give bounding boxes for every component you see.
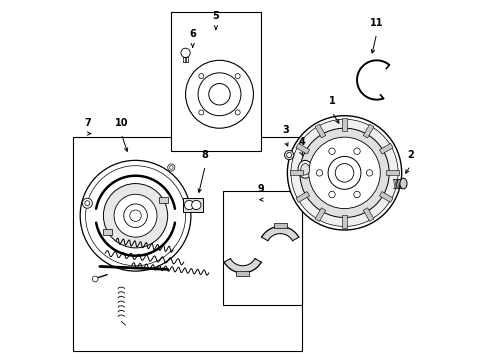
Circle shape (167, 164, 175, 171)
Ellipse shape (298, 160, 312, 178)
Circle shape (284, 150, 293, 159)
Circle shape (208, 84, 230, 105)
Circle shape (84, 201, 90, 206)
Text: 2: 2 (407, 150, 413, 160)
Text: 10: 10 (114, 118, 128, 128)
Circle shape (80, 160, 190, 271)
Circle shape (353, 191, 360, 198)
Polygon shape (295, 143, 309, 154)
Circle shape (353, 148, 360, 154)
Bar (103, 229, 112, 235)
Bar (236, 271, 248, 276)
Bar (159, 197, 167, 203)
Circle shape (185, 60, 253, 128)
Circle shape (82, 198, 92, 208)
Circle shape (316, 170, 322, 176)
Polygon shape (261, 226, 298, 241)
Circle shape (199, 73, 203, 78)
Ellipse shape (300, 163, 309, 175)
Polygon shape (295, 192, 309, 202)
Ellipse shape (399, 178, 406, 189)
Circle shape (199, 110, 203, 115)
Polygon shape (363, 208, 373, 221)
Circle shape (235, 73, 240, 78)
Circle shape (327, 157, 360, 189)
Polygon shape (314, 124, 325, 138)
Text: 6: 6 (189, 28, 196, 39)
Text: 8: 8 (202, 150, 208, 160)
Circle shape (191, 201, 201, 210)
Circle shape (299, 128, 388, 217)
Text: 11: 11 (369, 18, 383, 28)
Circle shape (328, 148, 335, 154)
Circle shape (92, 276, 98, 282)
Circle shape (181, 48, 190, 58)
Bar (171, 12, 260, 152)
Text: 1: 1 (328, 96, 335, 107)
Circle shape (123, 204, 147, 228)
Text: 9: 9 (257, 184, 264, 194)
Circle shape (335, 163, 353, 182)
Circle shape (235, 110, 240, 115)
Circle shape (130, 210, 141, 221)
Circle shape (328, 191, 335, 198)
Polygon shape (341, 118, 346, 131)
Polygon shape (379, 143, 392, 154)
Polygon shape (289, 170, 302, 175)
Bar (273, 223, 286, 228)
Circle shape (286, 153, 291, 157)
Text: 4: 4 (298, 138, 305, 148)
Circle shape (287, 116, 401, 230)
Circle shape (103, 184, 167, 248)
Circle shape (366, 170, 372, 176)
Polygon shape (386, 170, 398, 175)
Polygon shape (341, 215, 346, 228)
Polygon shape (224, 258, 261, 273)
Text: 7: 7 (84, 118, 90, 128)
Bar (223, 191, 301, 305)
Circle shape (290, 119, 397, 226)
Bar (73, 137, 301, 351)
Circle shape (184, 201, 193, 210)
Text: 5: 5 (212, 11, 219, 21)
Polygon shape (379, 192, 392, 202)
Circle shape (85, 166, 185, 266)
Bar (183, 198, 203, 212)
Polygon shape (314, 208, 325, 221)
Circle shape (169, 166, 173, 169)
Circle shape (198, 73, 241, 116)
Circle shape (114, 194, 157, 237)
Circle shape (308, 137, 380, 208)
Text: 3: 3 (282, 125, 288, 135)
Polygon shape (363, 124, 373, 138)
